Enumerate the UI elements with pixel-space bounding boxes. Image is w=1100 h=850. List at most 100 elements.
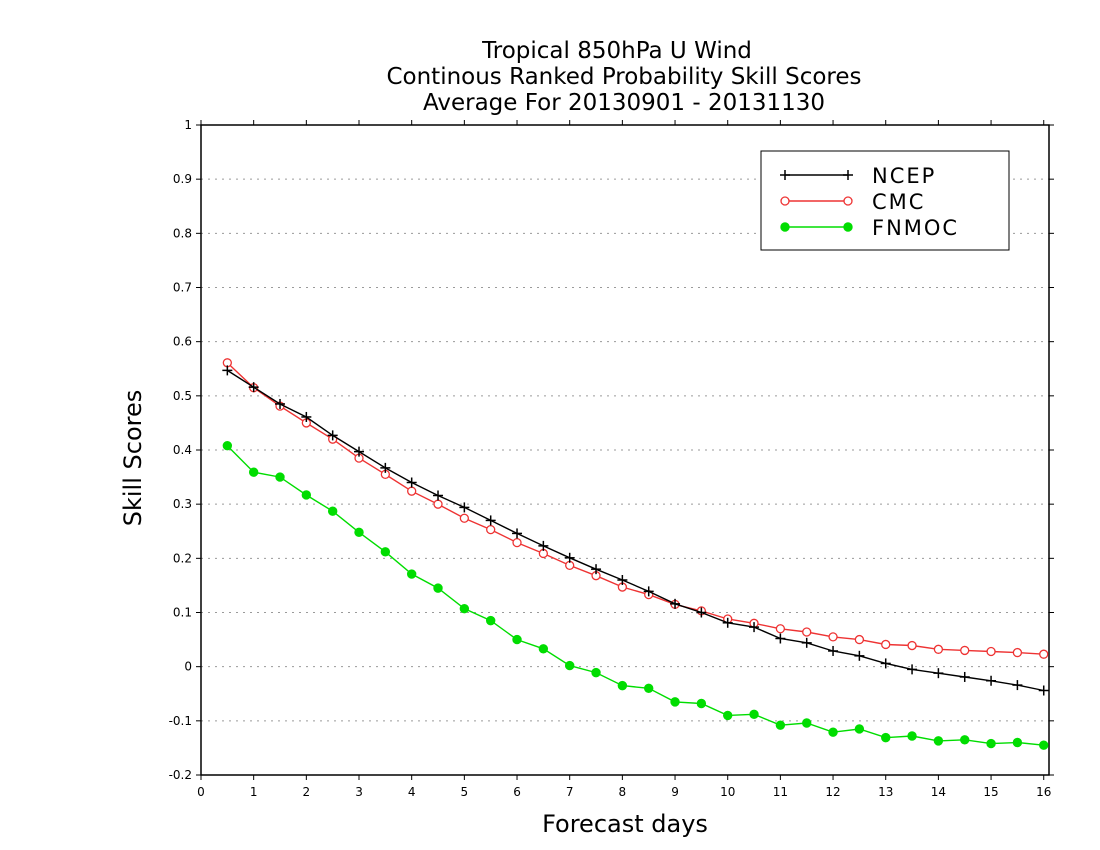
data-point-ncep	[301, 411, 312, 422]
data-point-ncep	[801, 637, 812, 648]
data-point-ncep	[538, 540, 549, 551]
series-line-fnmoc	[226, 445, 1044, 746]
legend-marker	[843, 222, 853, 232]
chart-title-line-3: Average For 20130901 - 20131130	[423, 90, 825, 116]
data-point-ncep	[696, 607, 707, 618]
x-tick-label: 0	[197, 785, 205, 799]
x-tick-label: 9	[671, 785, 679, 799]
data-point-ncep	[880, 658, 891, 669]
x-tick-label: 11	[773, 785, 788, 799]
y-tick-label: 0.7	[173, 281, 192, 295]
data-point-ncep	[380, 462, 391, 473]
data-point-cmc	[881, 639, 891, 650]
data-point-ncep	[828, 645, 839, 656]
data-point-ncep	[406, 477, 417, 488]
y-tick-label: 0.4	[173, 443, 192, 457]
data-point-cmc	[775, 624, 786, 634]
legend-entry-fnmoc: FNMOC	[780, 216, 957, 240]
data-point-cmc	[802, 627, 812, 637]
series-fnmoc	[222, 440, 1049, 750]
y-tick-label: 0.5	[173, 389, 192, 403]
series-cmc	[222, 358, 1049, 659]
x-axis-label: Forecast days	[542, 810, 708, 838]
x-tick-label: 4	[408, 785, 416, 799]
y-tick-label: 0.3	[173, 497, 192, 511]
data-point-cmc	[986, 646, 996, 657]
data-point-fnmoc	[485, 615, 496, 626]
data-point-ncep	[854, 650, 865, 661]
data-point-ncep	[433, 490, 444, 501]
data-point-fnmoc	[828, 727, 838, 737]
data-point-fnmoc	[775, 720, 786, 730]
x-tick-label: 14	[931, 785, 946, 799]
data-point-ncep	[248, 382, 259, 393]
data-point-fnmoc	[1039, 740, 1049, 750]
data-point-cmc	[907, 640, 917, 651]
data-point-ncep	[1012, 680, 1023, 691]
x-tick-label: 6	[513, 785, 521, 799]
data-point-fnmoc	[749, 709, 759, 720]
y-axis-label: Skill Scores	[119, 390, 147, 527]
y-tick-label: -0.1	[169, 714, 192, 728]
data-point-cmc	[960, 645, 970, 656]
chart-title-line-2: Continous Ranked Probability Skill Score…	[386, 64, 861, 90]
data-point-fnmoc	[380, 547, 391, 557]
data-point-cmc	[433, 499, 443, 509]
data-point-fnmoc	[960, 735, 970, 745]
x-tick-label: 2	[303, 785, 311, 799]
data-point-fnmoc	[275, 472, 285, 482]
data-point-fnmoc	[670, 697, 680, 707]
data-point-fnmoc	[406, 569, 417, 579]
data-point-cmc	[828, 632, 838, 642]
legend-marker	[780, 170, 790, 180]
x-tick-label: 15	[983, 785, 998, 799]
data-point-fnmoc	[802, 718, 812, 728]
legend-label: CMC	[872, 190, 925, 214]
data-point-ncep	[617, 575, 628, 585]
data-point-cmc	[486, 524, 496, 535]
data-point-fnmoc	[881, 732, 891, 743]
data-point-ncep	[722, 617, 733, 628]
data-point-fnmoc	[854, 724, 865, 734]
data-point-fnmoc	[354, 527, 364, 538]
data-point-cmc	[933, 644, 944, 654]
x-tick-label: 13	[878, 785, 893, 799]
data-point-fnmoc	[907, 731, 917, 741]
data-point-fnmoc	[591, 667, 601, 678]
data-point-ncep	[327, 430, 338, 441]
axis-ticks: 10.90.80.70.60.50.40.30.20.10-0.1-0.20 1 2…	[169, 118, 1054, 799]
legend-marker	[780, 196, 790, 206]
x-tick-label: 7	[566, 785, 574, 799]
data-point-cmc	[512, 537, 522, 548]
legend-marker	[780, 222, 790, 232]
y-tick-label: 1	[184, 118, 192, 132]
series-line-ncep	[226, 369, 1044, 692]
data-point-fnmoc	[723, 710, 733, 721]
grid-lines	[201, 178, 1049, 722]
data-point-ncep	[275, 398, 286, 409]
series-ncep	[222, 365, 1049, 696]
y-tick-label: -0.2	[169, 768, 192, 782]
plot-frame	[200, 124, 1050, 776]
data-point-fnmoc	[459, 604, 470, 614]
data-point-ncep	[643, 586, 654, 597]
legend-marker	[843, 170, 853, 180]
data-point-cmc	[459, 513, 470, 523]
data-point-ncep	[670, 598, 681, 609]
data-point-ncep	[459, 502, 470, 513]
data-series	[222, 358, 1049, 750]
data-point-fnmoc	[564, 660, 575, 671]
data-point-fnmoc	[327, 506, 338, 516]
legend-entry-cmc: CMC	[780, 190, 925, 214]
data-point-ncep	[512, 528, 523, 539]
legend-label: NCEP	[872, 164, 936, 188]
data-point-ncep	[933, 668, 944, 679]
data-point-fnmoc	[696, 698, 707, 709]
legend-marker	[843, 196, 853, 206]
data-point-ncep	[354, 446, 365, 457]
data-point-ncep	[591, 564, 602, 575]
data-point-ncep	[959, 671, 970, 682]
data-point-ncep	[907, 664, 918, 675]
x-tick-label: 5	[461, 785, 469, 799]
